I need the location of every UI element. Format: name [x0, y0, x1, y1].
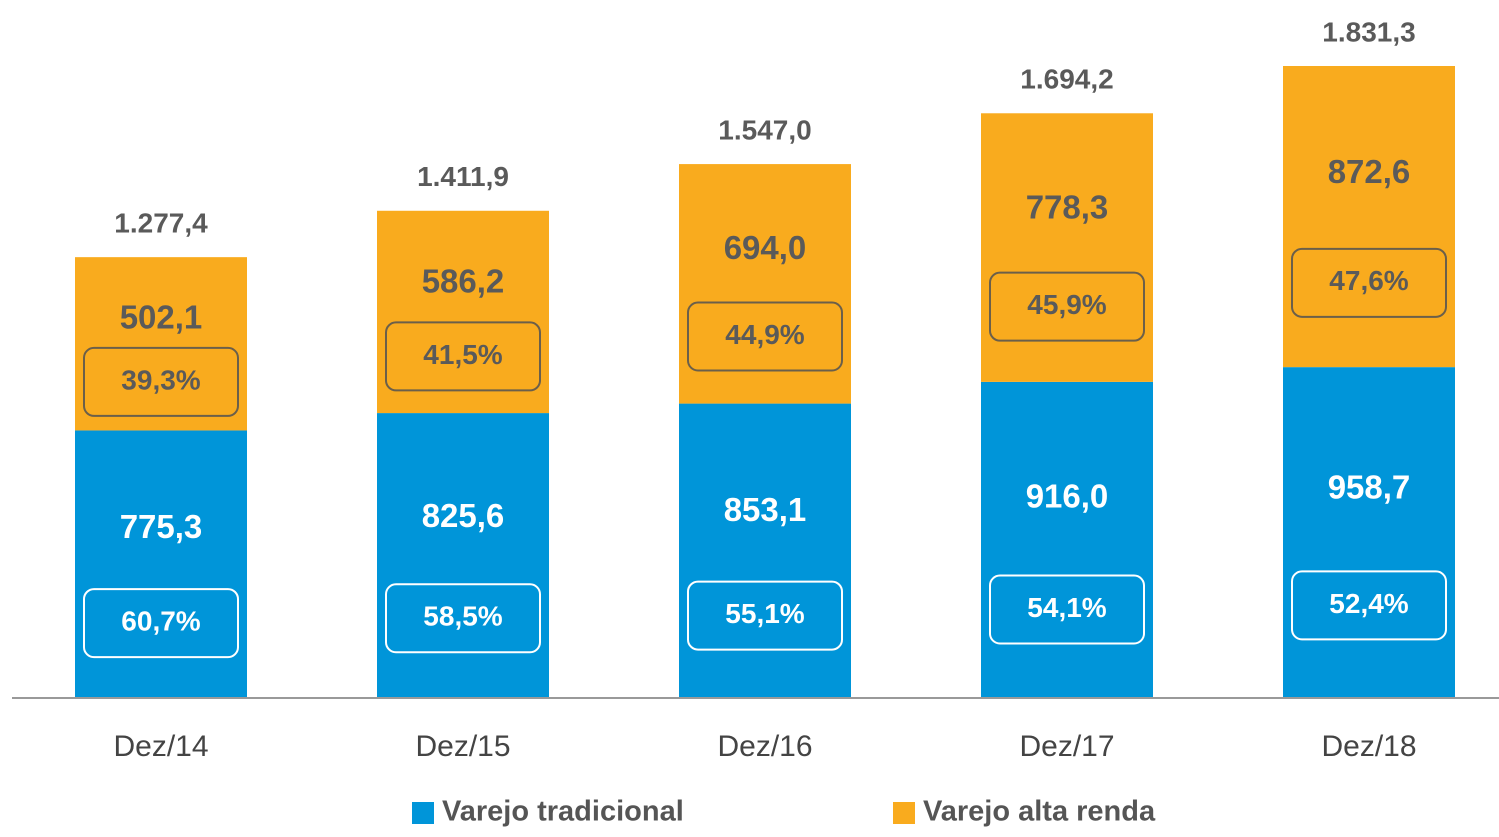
- segment-value-label: 694,0: [724, 229, 807, 266]
- percent-label: 58,5%: [423, 601, 502, 632]
- percent-box: [989, 574, 1145, 645]
- percent-box: [1291, 570, 1447, 641]
- percent-label: 52,4%: [1329, 588, 1408, 619]
- bar-segment: [679, 164, 851, 404]
- segment-value-label: 825,6: [422, 497, 505, 534]
- percent-label: 55,1%: [725, 598, 804, 629]
- x-tick-label: Dez/16: [717, 730, 812, 763]
- x-tick-label: Dez/17: [1019, 730, 1114, 763]
- segment-value-label: 586,2: [422, 262, 505, 299]
- percent-box: [385, 583, 541, 654]
- percent-label: 44,9%: [725, 319, 804, 350]
- total-label: 1.277,4: [114, 208, 208, 239]
- bar-segment: [981, 381, 1153, 698]
- segment-value-label: 958,7: [1328, 468, 1411, 505]
- percent-box: [385, 321, 541, 392]
- bar-segment: [377, 413, 549, 698]
- percent-box: [83, 346, 239, 417]
- percent-box: [989, 271, 1145, 342]
- percent-label: 45,9%: [1027, 289, 1106, 320]
- bar-segment: [377, 210, 549, 414]
- percent-box: [1291, 247, 1447, 318]
- legend-swatch: [893, 802, 915, 824]
- percent-label: 41,5%: [423, 339, 502, 370]
- percent-label: 47,6%: [1329, 265, 1408, 296]
- legend-label: Varejo alta renda: [923, 796, 1156, 828]
- bar-segment: [75, 430, 247, 698]
- bar-segment: [1283, 66, 1455, 368]
- legend-label: Varejo tradicional: [442, 796, 684, 828]
- segment-value-label: 853,1: [724, 491, 807, 528]
- segment-value-label: 916,0: [1026, 478, 1109, 515]
- bar-segment: [679, 403, 851, 698]
- segment-value-label: 872,6: [1328, 153, 1411, 190]
- total-label: 1.694,2: [1020, 64, 1113, 95]
- bar-segment: [75, 257, 247, 431]
- segment-value-label: 502,1: [120, 298, 203, 335]
- percent-box: [83, 588, 239, 659]
- bar-segment: [1283, 367, 1455, 698]
- total-label: 1.831,3: [1322, 16, 1415, 47]
- total-label: 1.547,0: [718, 114, 811, 145]
- x-tick-label: Dez/18: [1321, 730, 1416, 763]
- percent-label: 60,7%: [121, 605, 200, 636]
- x-tick-label: Dez/14: [113, 730, 208, 763]
- segment-value-label: 775,3: [120, 508, 203, 545]
- percent-label: 54,1%: [1027, 592, 1106, 623]
- bar-segment: [981, 113, 1153, 382]
- total-label: 1.411,9: [417, 161, 509, 192]
- segment-value-label: 778,3: [1026, 189, 1109, 226]
- legend-swatch: [412, 802, 434, 824]
- percent-box: [687, 580, 843, 651]
- x-tick-label: Dez/15: [415, 730, 510, 763]
- percent-box: [687, 301, 843, 372]
- percent-label: 39,3%: [121, 364, 200, 395]
